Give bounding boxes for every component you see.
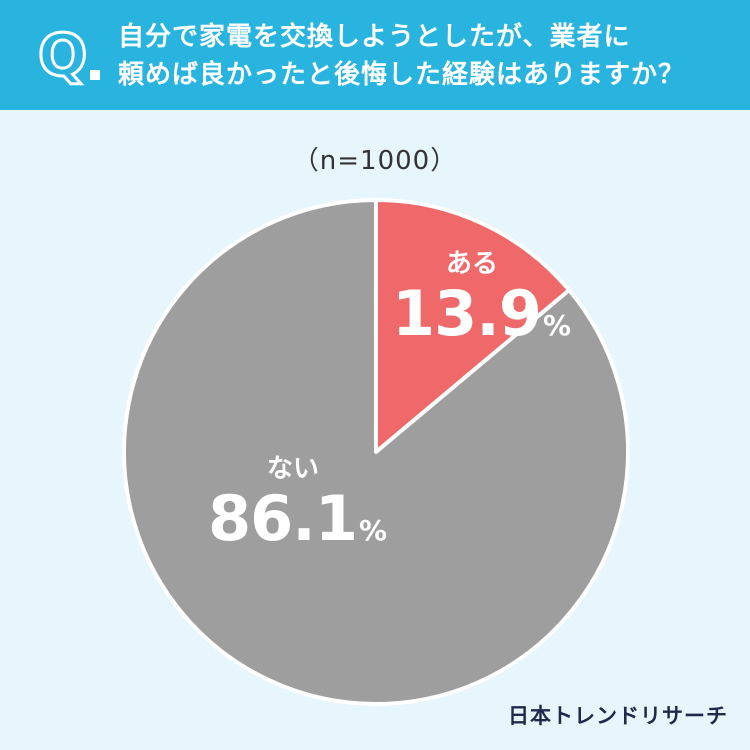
sample-size: （n=1000） — [292, 146, 458, 176]
question-line-1: 自分で家電を交換しようとしたが、業者に — [118, 22, 631, 52]
label-nai-value: 86.1 — [208, 482, 358, 555]
q-icon: Q — [36, 21, 88, 89]
label-nai-name: ない — [266, 454, 319, 484]
question-header: Q 自分で家電を交換しようとしたが、業者に 頼めば良かったと後悔した経験はありま… — [0, 0, 750, 110]
label-nai: ない 86.1% — [208, 452, 387, 555]
brand-logo: 日本トレンドリサーチ — [508, 704, 728, 728]
pie-slices — [122, 198, 630, 706]
pie-slice-aru — [374, 198, 572, 454]
label-nai-pct: % — [358, 514, 388, 547]
label-aru-name: ある — [445, 249, 498, 279]
label-aru-value: 13.9 — [392, 277, 542, 350]
q-dot-icon — [90, 70, 100, 80]
label-aru: ある 13.9% — [392, 247, 571, 350]
pie-slice-nai — [122, 198, 630, 706]
question-line-2: 頼めば良かったと後悔した経験はありますか？ — [118, 60, 686, 90]
question-text: 自分で家電を交換しようとしたが、業者に 頼めば良かったと後悔した経験はありますか… — [118, 18, 738, 94]
label-aru-pct: % — [542, 309, 572, 342]
